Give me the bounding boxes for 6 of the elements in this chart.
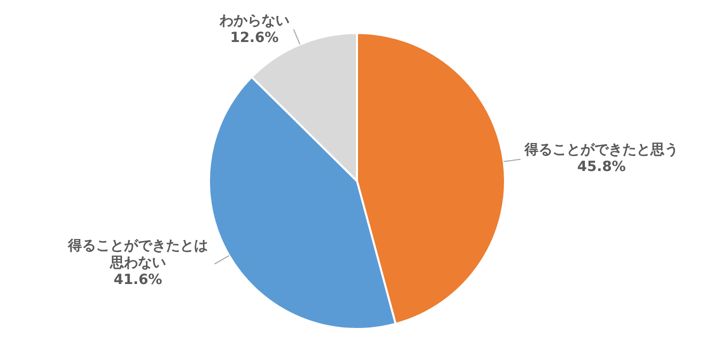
data-label: 41.6% xyxy=(114,272,162,288)
data-label: 12.6% xyxy=(230,30,279,46)
data-label: 45.8% xyxy=(577,159,626,176)
slice-label: 得ることができたとは思わない xyxy=(68,238,208,272)
slice-label: 得ることができたと思う xyxy=(524,142,679,158)
slice-label: わからない xyxy=(219,12,290,29)
